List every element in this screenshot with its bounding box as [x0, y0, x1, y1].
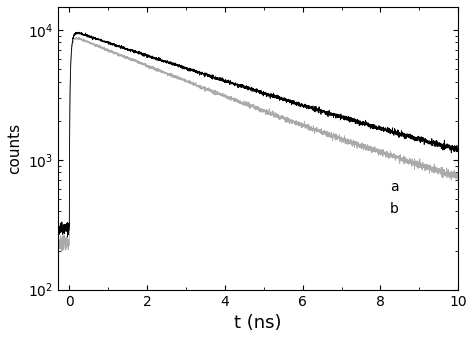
Text: b: b: [390, 202, 399, 216]
Y-axis label: counts: counts: [7, 123, 22, 174]
Text: a: a: [390, 180, 399, 194]
X-axis label: t (ns): t (ns): [234, 314, 282, 332]
